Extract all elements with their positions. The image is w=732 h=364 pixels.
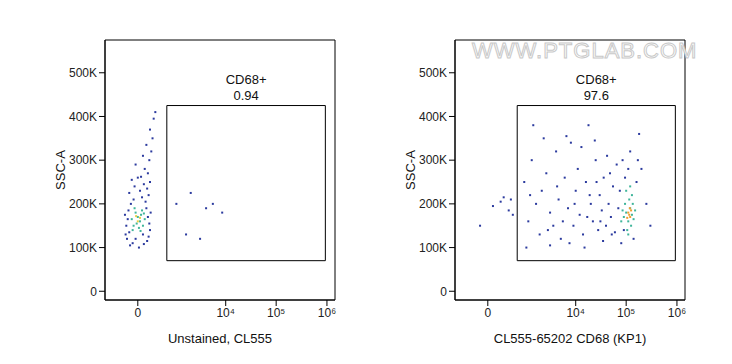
svg-text:CD68+: CD68+ [226,72,267,87]
svg-text:200K: 200K [69,197,97,211]
svg-text:0: 0 [90,285,97,299]
svg-text:0: 0 [134,306,141,320]
svg-text:Unstained, CL555: Unstained, CL555 [168,331,272,346]
svg-text:10⁵: 10⁵ [267,306,285,320]
svg-text:500K: 500K [419,66,447,80]
svg-text:300K: 300K [69,153,97,167]
svg-text:CD68+: CD68+ [576,72,617,87]
svg-text:300K: 300K [419,153,447,167]
svg-text:97.6: 97.6 [584,88,609,103]
svg-text:10⁵: 10⁵ [617,306,635,320]
svg-text:400K: 400K [69,110,97,124]
svg-text:0: 0 [484,306,491,320]
svg-text:CL555-65202 CD68 (KP1): CL555-65202 CD68 (KP1) [494,331,646,346]
html-text:WWW.PTGLAB.COM: WWW.PTGLAB.COM [472,38,698,63]
svg-text:400K: 400K [419,110,447,124]
svg-text:10⁶: 10⁶ [668,306,686,320]
svg-text:SSC-A: SSC-A [403,150,418,190]
svg-text:500K: 500K [69,66,97,80]
svg-text:10⁶: 10⁶ [318,306,336,320]
svg-text:100K: 100K [419,241,447,255]
svg-text:0.94: 0.94 [233,88,258,103]
svg-text:10⁴: 10⁴ [216,306,235,320]
svg-text:200K: 200K [419,197,447,211]
svg-text:0: 0 [440,285,447,299]
svg-text:10⁴: 10⁴ [566,306,585,320]
svg-text:100K: 100K [69,241,97,255]
svg-text:SSC-A: SSC-A [53,150,68,190]
